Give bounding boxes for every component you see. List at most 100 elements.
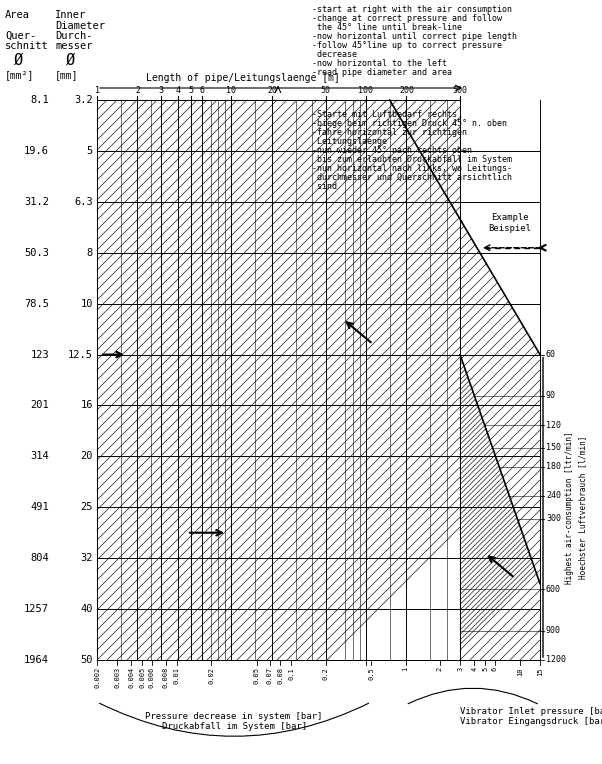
Text: 6: 6 — [491, 667, 497, 672]
Text: -read pipe diameter and area: -read pipe diameter and area — [312, 68, 452, 77]
Text: 240: 240 — [546, 491, 561, 500]
Text: 804: 804 — [30, 553, 49, 563]
Text: 60: 60 — [546, 350, 556, 359]
Text: -start at right with the air consumption: -start at right with the air consumption — [312, 5, 512, 14]
Text: -now horizontal until correct pipe length: -now horizontal until correct pipe lengt… — [312, 32, 517, 41]
Text: bis zum erlaubten Druckabfall im System: bis zum erlaubten Druckabfall im System — [312, 155, 512, 164]
Text: 20: 20 — [267, 86, 277, 95]
Text: Druckabfall im System [bar]: Druckabfall im System [bar] — [161, 722, 306, 731]
Text: 1257: 1257 — [24, 604, 49, 614]
Text: 90: 90 — [546, 391, 556, 400]
Text: 31.2: 31.2 — [24, 197, 49, 207]
Text: 0.02: 0.02 — [208, 667, 214, 684]
Text: 1964: 1964 — [24, 655, 49, 665]
Text: 0.05: 0.05 — [254, 667, 260, 684]
Text: 0.002: 0.002 — [94, 667, 100, 688]
Text: 20: 20 — [81, 452, 93, 461]
Text: 2: 2 — [135, 86, 140, 95]
Text: 3.2: 3.2 — [74, 95, 93, 105]
Text: 32: 32 — [81, 553, 93, 563]
Text: 50: 50 — [81, 655, 93, 665]
Text: 40: 40 — [81, 604, 93, 614]
Text: 150: 150 — [546, 443, 561, 452]
Text: 0.07: 0.07 — [267, 667, 273, 684]
Text: 15: 15 — [537, 667, 543, 675]
Text: Quer-: Quer- — [5, 31, 36, 41]
Text: 4: 4 — [175, 86, 181, 95]
Text: Hoechster Luftverbrauch [l/min]: Hoechster Luftverbrauch [l/min] — [579, 435, 588, 579]
Text: 0.008: 0.008 — [163, 667, 169, 688]
Text: Leitungslaenge: Leitungslaenge — [312, 137, 387, 146]
Text: 0.005: 0.005 — [140, 667, 146, 688]
Text: 0.1: 0.1 — [288, 667, 294, 680]
Text: 120: 120 — [546, 421, 561, 429]
Text: Durch-: Durch- — [55, 31, 93, 41]
Text: 900: 900 — [546, 626, 561, 635]
Text: 5: 5 — [482, 667, 488, 672]
Text: 4: 4 — [471, 667, 477, 672]
Text: Vibrator Eingangsdruck [bar]: Vibrator Eingangsdruck [bar] — [460, 717, 602, 726]
Text: Vibrator Inlet pressure [bar]: Vibrator Inlet pressure [bar] — [460, 707, 602, 716]
Text: -nun wieder 45° nach rechts oben: -nun wieder 45° nach rechts oben — [312, 146, 472, 155]
Text: durchmesser und Querschnitt arsichtlich: durchmesser und Querschnitt arsichtlich — [312, 173, 512, 182]
Text: 100: 100 — [359, 86, 373, 95]
Text: Inner: Inner — [55, 10, 86, 20]
Text: 1: 1 — [403, 667, 409, 672]
Text: -nun horizontal nach links, wo Leitungs-: -nun horizontal nach links, wo Leitungs- — [312, 164, 512, 173]
Text: 0.004: 0.004 — [128, 667, 134, 688]
Text: [mm²]: [mm²] — [5, 70, 34, 80]
Text: 0.01: 0.01 — [174, 667, 180, 684]
Text: messer: messer — [55, 41, 93, 51]
Text: 314: 314 — [30, 452, 49, 461]
Text: 78.5: 78.5 — [24, 299, 49, 309]
Text: -Starte mit Luftbedarf rechts: -Starte mit Luftbedarf rechts — [312, 110, 457, 119]
Text: Ø: Ø — [66, 53, 75, 67]
Text: 123: 123 — [30, 350, 49, 360]
Text: Example
Beispiel: Example Beispiel — [488, 213, 532, 233]
Text: 10: 10 — [81, 299, 93, 309]
Text: 0.5: 0.5 — [368, 667, 374, 680]
Text: 3: 3 — [159, 86, 164, 95]
Text: Length of pipe/Leitungslaenge [m]: Length of pipe/Leitungslaenge [m] — [146, 73, 340, 83]
Text: schnitt: schnitt — [5, 41, 49, 51]
Text: 3: 3 — [457, 667, 463, 672]
Text: Pressure decrease in system [bar]: Pressure decrease in system [bar] — [145, 712, 323, 721]
Text: 8.1: 8.1 — [30, 95, 49, 105]
Text: decrease: decrease — [312, 50, 357, 59]
Text: 19.6: 19.6 — [24, 146, 49, 156]
Text: 25: 25 — [81, 502, 93, 513]
Text: 5: 5 — [87, 146, 93, 156]
Text: Area: Area — [5, 10, 30, 20]
Text: -biege beim richtigen Druck 45° n. oben: -biege beim richtigen Druck 45° n. oben — [312, 119, 507, 128]
Text: 0.08: 0.08 — [277, 667, 283, 684]
Text: 10: 10 — [226, 86, 237, 95]
Text: 50: 50 — [320, 86, 330, 95]
Text: 8: 8 — [87, 248, 93, 257]
Text: Diameter: Diameter — [55, 21, 105, 31]
Text: -now horizontal to the left: -now horizontal to the left — [312, 59, 447, 68]
Text: 1: 1 — [95, 86, 99, 95]
Text: 500: 500 — [453, 86, 468, 95]
Text: 10: 10 — [517, 667, 523, 675]
Text: 200: 200 — [399, 86, 414, 95]
Text: -follow 45°line up to correct pressure: -follow 45°line up to correct pressure — [312, 41, 502, 50]
Text: 50.3: 50.3 — [24, 248, 49, 257]
Text: 300: 300 — [546, 514, 561, 523]
Text: -fahre horizontal zur richtigen: -fahre horizontal zur richtigen — [312, 128, 467, 137]
Text: Ø: Ø — [13, 53, 22, 67]
Text: 2: 2 — [437, 667, 443, 672]
Text: 0.006: 0.006 — [149, 667, 155, 688]
Text: 1200: 1200 — [546, 656, 566, 665]
Text: [mm]: [mm] — [55, 70, 78, 80]
Text: -change at correct pressure and follow: -change at correct pressure and follow — [312, 14, 502, 23]
Text: 0.2: 0.2 — [323, 667, 329, 680]
Text: sind: sind — [312, 182, 337, 191]
Text: 180: 180 — [546, 462, 561, 471]
Text: 201: 201 — [30, 400, 49, 410]
Text: 5: 5 — [188, 86, 193, 95]
Text: 491: 491 — [30, 502, 49, 513]
Text: 6: 6 — [199, 86, 204, 95]
Text: 12.5: 12.5 — [68, 350, 93, 360]
Text: 16: 16 — [81, 400, 93, 410]
Text: the 45° line until break-line: the 45° line until break-line — [312, 23, 462, 32]
